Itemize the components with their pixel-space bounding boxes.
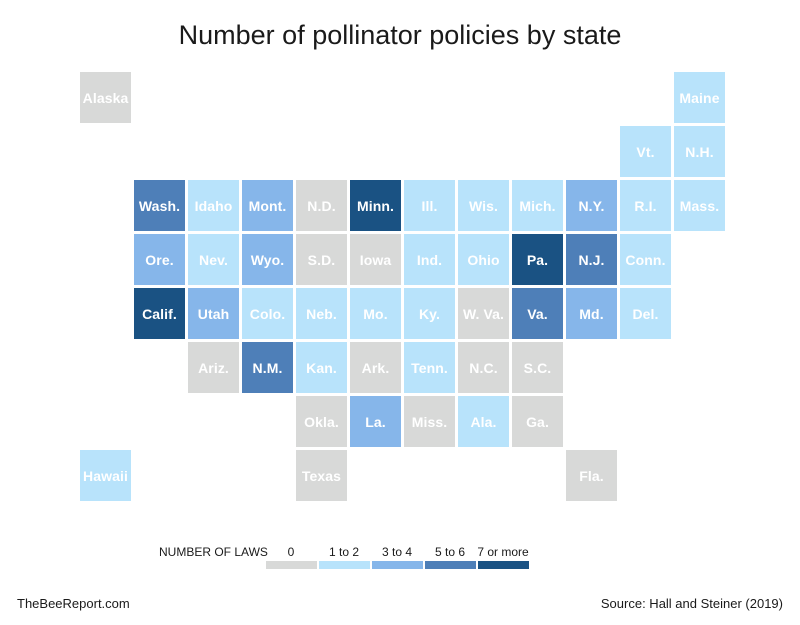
state-tile: Nev.: [188, 234, 239, 285]
state-tile: Mont.: [242, 180, 293, 231]
state-tile: N.M.: [242, 342, 293, 393]
legend-swatch: [266, 561, 317, 569]
state-tile: Kan.: [296, 342, 347, 393]
state-tile: Vt.: [620, 126, 671, 177]
legend-swatch: [425, 561, 476, 569]
state-tile: Ind.: [404, 234, 455, 285]
state-tile: Ohio: [458, 234, 509, 285]
state-tile: Wis.: [458, 180, 509, 231]
state-tile: Mass.: [674, 180, 725, 231]
state-tile: Ill.: [404, 180, 455, 231]
state-tile: Md.: [566, 288, 617, 339]
state-tile: Va.: [512, 288, 563, 339]
state-tile: Maine: [674, 72, 725, 123]
state-tile: N.H.: [674, 126, 725, 177]
state-tile: Neb.: [296, 288, 347, 339]
state-tile: S.D.: [296, 234, 347, 285]
legend-label: 5 to 6: [434, 545, 466, 559]
state-tile: Del.: [620, 288, 671, 339]
state-tile: W. Va.: [458, 288, 509, 339]
state-tile: Utah: [188, 288, 239, 339]
state-tile: N.D.: [296, 180, 347, 231]
state-tile: Ga.: [512, 396, 563, 447]
state-tile: Alaska: [80, 72, 131, 123]
state-tile: N.J.: [566, 234, 617, 285]
legend-label: 3 to 4: [381, 545, 413, 559]
state-tile: Okla.: [296, 396, 347, 447]
state-tile: Idaho: [188, 180, 239, 231]
credit-text: TheBeeReport.com: [17, 596, 130, 611]
state-tile: Fla.: [566, 450, 617, 501]
state-tile: Hawaii: [80, 450, 131, 501]
state-tile: Tenn.: [404, 342, 455, 393]
state-tile: Calif.: [134, 288, 185, 339]
state-tile: N.Y.: [566, 180, 617, 231]
legend-label: 0: [287, 545, 295, 559]
state-tile: Colo.: [242, 288, 293, 339]
legend-label: 7 or more: [477, 545, 529, 559]
state-tile: R.I.: [620, 180, 671, 231]
state-tile: Minn.: [350, 180, 401, 231]
state-tile: Wash.: [134, 180, 185, 231]
state-tile: Ky.: [404, 288, 455, 339]
legend-label: 1 to 2: [328, 545, 360, 559]
state-tile: Texas: [296, 450, 347, 501]
legend-swatch: [478, 561, 529, 569]
state-tile: S.C.: [512, 342, 563, 393]
state-tile: Mo.: [350, 288, 401, 339]
state-tile: Miss.: [404, 396, 455, 447]
legend-swatch: [319, 561, 370, 569]
state-tile: Conn.: [620, 234, 671, 285]
state-tile: Iowa: [350, 234, 401, 285]
map-title: Number of pollinator policies by state: [178, 20, 622, 50]
state-tile: Ark.: [350, 342, 401, 393]
state-tile: Ala.: [458, 396, 509, 447]
state-tile: Wyo.: [242, 234, 293, 285]
state-tile: N.C.: [458, 342, 509, 393]
state-tile: Ariz.: [188, 342, 239, 393]
state-tile: Pa.: [512, 234, 563, 285]
source-text: Source: Hall and Steiner (2019): [600, 596, 783, 611]
legend-title: NUMBER OF LAWS: [159, 545, 268, 559]
state-tile: Ore.: [134, 234, 185, 285]
state-tile: Mich.: [512, 180, 563, 231]
legend-swatch: [372, 561, 423, 569]
state-tile: La.: [350, 396, 401, 447]
